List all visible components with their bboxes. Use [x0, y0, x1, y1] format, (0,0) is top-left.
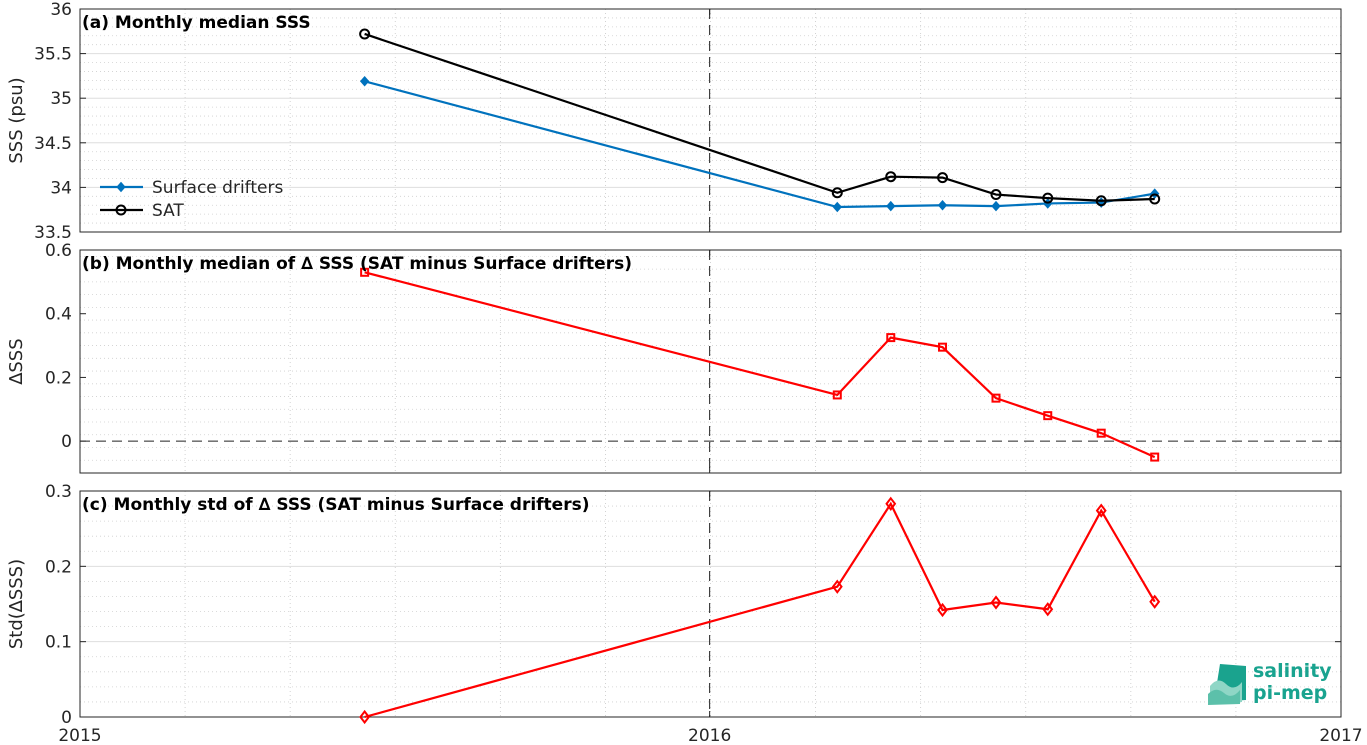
salinity-pi-mep-logo: salinity pi-mep: [1208, 660, 1332, 705]
data-point: [831, 579, 843, 594]
data-point: [359, 709, 371, 725]
legend-label: SAT: [152, 201, 184, 221]
legend-label: Surface drifters: [152, 178, 283, 198]
x-tick-label: 2017: [1319, 726, 1362, 745]
panel-2: 0 0.1 0.2 0.3 2015 2016 2017 Std(∆SSS) (c) Month…: [6, 482, 1363, 745]
y-tick-label: 0: [61, 432, 72, 452]
y-tick-label: 0: [61, 708, 72, 728]
logo-line2: pi-mep: [1253, 682, 1327, 704]
y-tick-label: 0.6: [45, 241, 72, 261]
panel-1: 0 0.2 0.4 0.6 ∆SSS (b) Monthly median of ∆ SS…: [6, 241, 1342, 474]
data-point: [359, 75, 370, 87]
series-line-0: [364, 501, 1156, 719]
data-point: [937, 199, 948, 211]
data-point: [832, 201, 842, 213]
y-tick-label: 33.5: [34, 223, 72, 243]
data-point: [1043, 411, 1053, 421]
data-point: [1095, 503, 1107, 518]
data-point: [886, 200, 896, 212]
y-tick-label: 0.4: [45, 305, 72, 325]
x-tick-label: 2015: [58, 726, 101, 745]
panel-title: (a) Monthly median SSS: [82, 13, 311, 33]
data-point: [886, 333, 896, 343]
series-line-0: [364, 271, 1156, 459]
data-point: [1096, 428, 1106, 438]
x-tick-label: 2016: [688, 726, 731, 745]
data-point: [937, 602, 948, 618]
data-point: [1095, 195, 1107, 207]
data-point: [937, 172, 949, 184]
data-point: [938, 342, 948, 352]
data-point: [360, 267, 370, 277]
series-line-1: [364, 32, 1155, 202]
data-point: [832, 390, 842, 400]
y-axis-label: ∆SSS: [6, 338, 27, 385]
data-point: [831, 187, 843, 199]
plot-area: [80, 9, 1341, 232]
y-tick-label: 0.2: [45, 557, 72, 577]
y-tick-label: 35: [50, 89, 72, 109]
panel-0: 33.5 34 34.5 35 35.5 36 SSS (psu) (a) Monthly m…: [6, 0, 1342, 243]
data-point: [991, 200, 1001, 212]
series-line-0: [364, 80, 1155, 209]
panel-title: (c) Monthly std of ∆ SSS (SAT minus Surf…: [82, 495, 589, 515]
data-point: [990, 595, 1002, 610]
logo-line1: salinity: [1253, 660, 1332, 682]
y-axis-label: Std(∆SSS): [6, 559, 27, 649]
y-tick-label: 0.3: [45, 482, 72, 502]
panel-title: (b) Monthly median of ∆ SSS (SAT minus S…: [82, 254, 632, 274]
axes-box: [79, 8, 1342, 233]
wave-graphic-icon: [1208, 664, 1246, 705]
y-tick-label: 36: [50, 0, 72, 20]
data-point: [885, 496, 897, 511]
data-point: [990, 189, 1002, 201]
y-axis-label: SSS (psu): [6, 77, 27, 163]
data-point: [991, 393, 1001, 403]
data-point: [1042, 602, 1054, 617]
data-point: [885, 171, 897, 183]
data-point: [1042, 192, 1054, 204]
legend-marker: [116, 181, 126, 193]
axes-box: [79, 249, 1342, 474]
y-tick-label: 35.5: [34, 45, 72, 65]
data-point: [359, 28, 371, 40]
y-tick-label: 34.5: [34, 134, 72, 154]
y-tick-label: 0.2: [45, 368, 72, 388]
data-point: [1149, 193, 1161, 205]
y-tick-label: 0.1: [45, 633, 72, 653]
data-point: [1149, 594, 1161, 609]
axes-box: [79, 490, 1342, 718]
legend-marker: [115, 204, 127, 216]
data-point: [1150, 452, 1160, 462]
y-tick-label: 34: [50, 178, 72, 198]
